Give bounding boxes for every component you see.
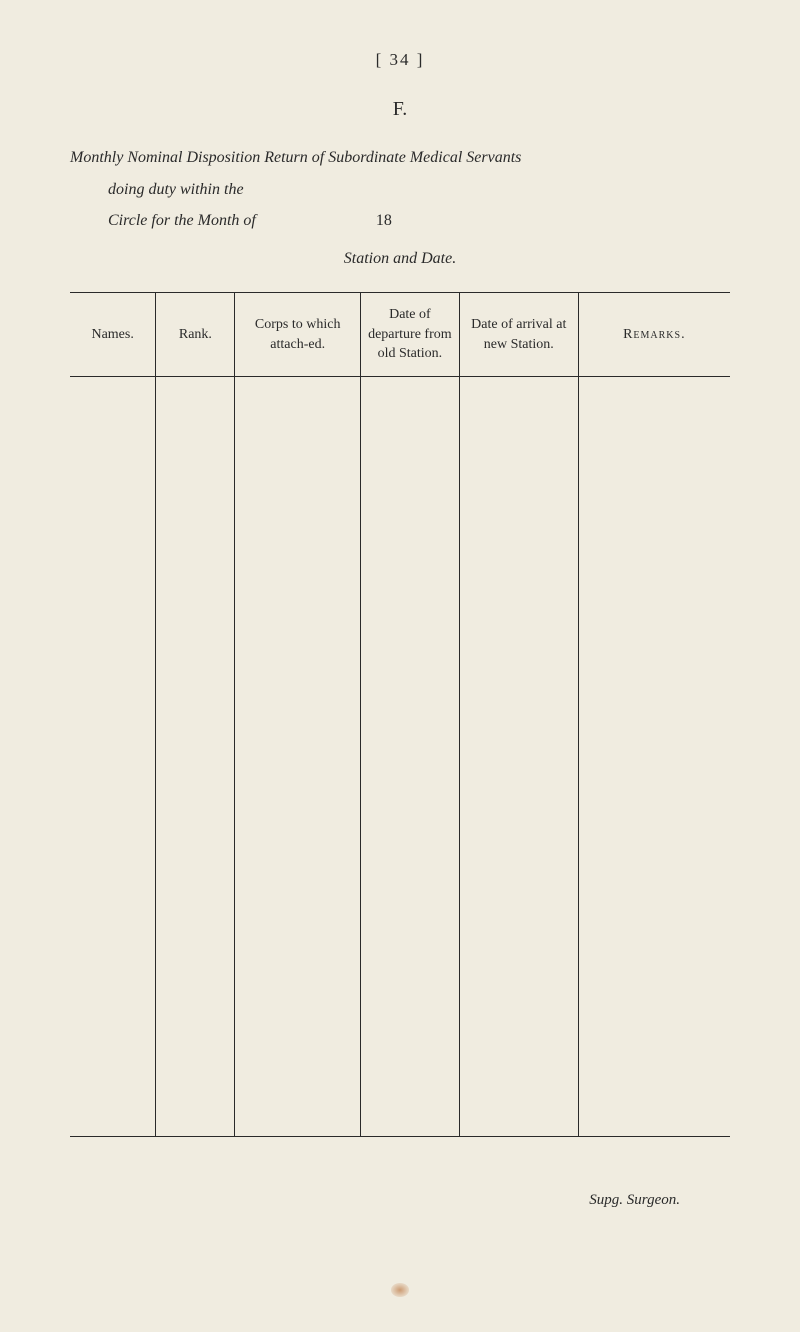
circle-text: Circle for the Month of — [108, 206, 256, 236]
table-header-row: Names. Rank. Corps to which attach-ed. D… — [70, 293, 730, 377]
page-number: [ 34 ] — [70, 50, 730, 70]
title-line-1: Monthly Nominal Disposition Return of Su… — [70, 143, 730, 173]
cell-departure — [360, 376, 459, 1136]
disposition-table: Names. Rank. Corps to which attach-ed. D… — [70, 292, 730, 1137]
table-container: Names. Rank. Corps to which attach-ed. D… — [70, 292, 730, 1137]
title-block: Monthly Nominal Disposition Return of Su… — [70, 143, 730, 236]
col-header-names: Names. — [70, 293, 156, 377]
col-header-departure: Date of departure from old Station. — [360, 293, 459, 377]
title-line-3: Circle for the Month of 18 — [108, 206, 730, 236]
col-header-arrival: Date of arrival at new Station. — [459, 293, 578, 377]
cell-names — [70, 376, 156, 1136]
col-header-corps: Corps to which attach-ed. — [235, 293, 360, 377]
cell-rank — [156, 376, 235, 1136]
cell-remarks — [578, 376, 730, 1136]
paper-aging-spot — [391, 1283, 409, 1297]
station-and-date: Station and Date. — [70, 250, 730, 268]
col-header-rank: Rank. — [156, 293, 235, 377]
year-number: 18 — [376, 206, 392, 236]
footer-signature: Supg. Surgeon. — [70, 1192, 730, 1209]
table-body-row — [70, 376, 730, 1136]
title-line-2: doing duty within the — [108, 175, 730, 205]
cell-corps — [235, 376, 360, 1136]
section-letter: F. — [70, 98, 730, 121]
col-header-remarks: Remarks. — [578, 293, 730, 377]
cell-arrival — [459, 376, 578, 1136]
